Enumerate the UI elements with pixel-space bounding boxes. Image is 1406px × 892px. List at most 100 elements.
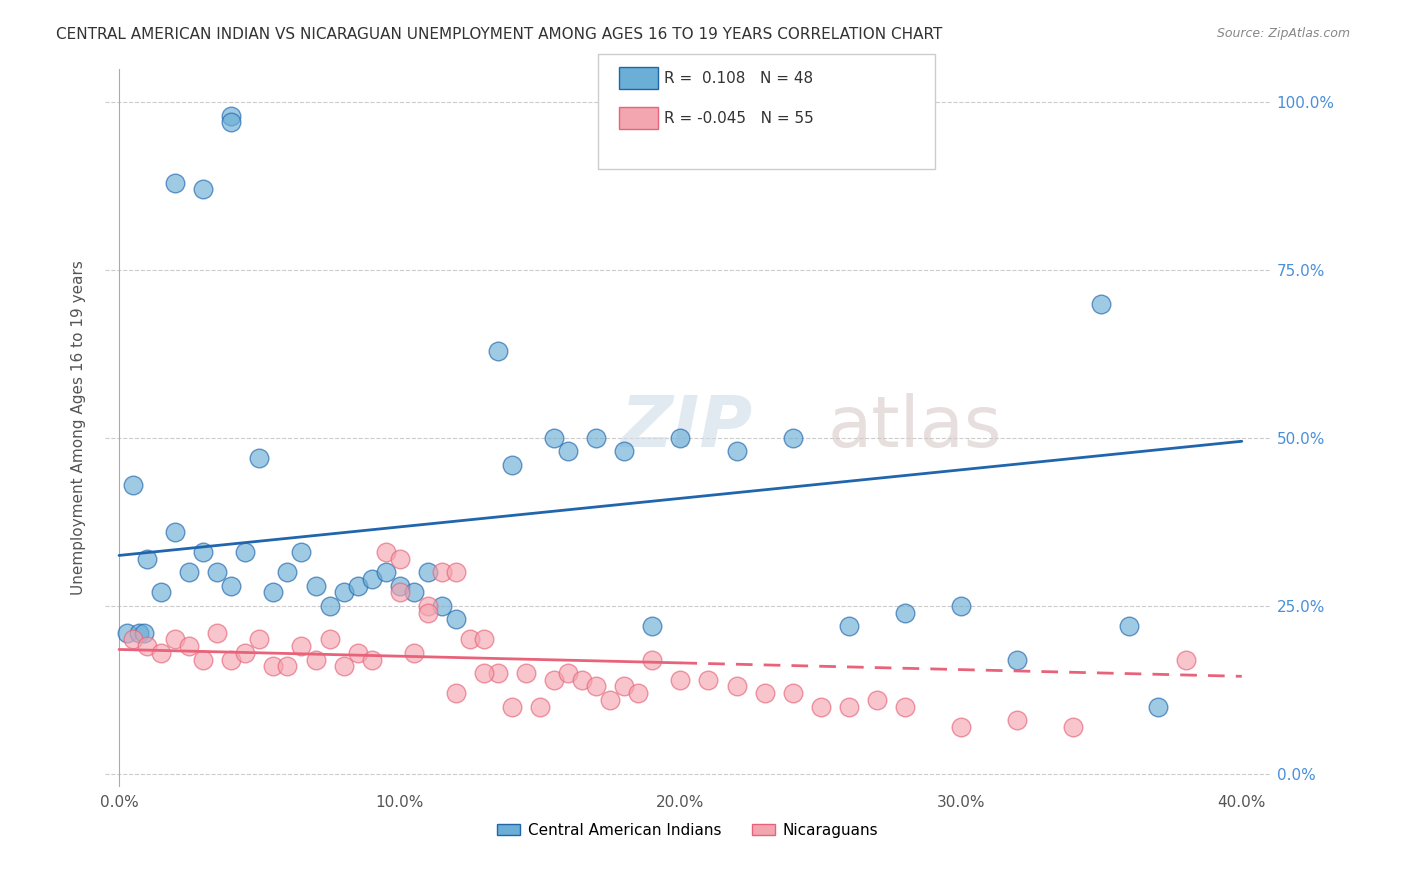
Point [571, 673, 593, 687]
Point [134, 625, 156, 640]
Point [402, 585, 425, 599]
Point [332, 659, 354, 673]
Point [669, 673, 692, 687]
Point [233, 545, 256, 559]
Point [388, 551, 411, 566]
Point [754, 686, 776, 700]
Point [472, 665, 495, 680]
Point [117, 625, 139, 640]
Point [950, 599, 973, 613]
Point [290, 545, 312, 559]
Point [599, 693, 621, 707]
Point [458, 632, 481, 647]
Point [221, 652, 243, 666]
Point [416, 566, 439, 580]
Point [894, 606, 917, 620]
Point [529, 699, 551, 714]
Point [346, 579, 368, 593]
Point [360, 652, 382, 666]
Point [136, 639, 159, 653]
Point [179, 639, 201, 653]
Point [641, 652, 664, 666]
Point [122, 632, 145, 647]
Point [543, 431, 565, 445]
Point [165, 176, 187, 190]
Point [207, 625, 229, 640]
Y-axis label: Unemployment Among Ages 16 to 19 years: Unemployment Among Ages 16 to 19 years [72, 260, 86, 595]
Point [179, 566, 201, 580]
Point [1146, 699, 1168, 714]
Point [430, 566, 453, 580]
Point [810, 699, 832, 714]
Point [374, 545, 396, 559]
Point [444, 686, 467, 700]
Point [193, 182, 215, 196]
Point [122, 478, 145, 492]
Point [318, 599, 340, 613]
Point [221, 109, 243, 123]
Point [725, 680, 748, 694]
Point [866, 693, 889, 707]
Text: atlas: atlas [827, 393, 1001, 462]
Point [1118, 619, 1140, 633]
Point [444, 566, 467, 580]
Point [585, 680, 607, 694]
Point [304, 579, 326, 593]
Legend: Central American Indians, Nicaraguans: Central American Indians, Nicaraguans [491, 817, 884, 844]
Point [318, 632, 340, 647]
Point [669, 431, 692, 445]
Point [613, 680, 636, 694]
Point [276, 566, 298, 580]
Point [613, 444, 636, 458]
Point [416, 599, 439, 613]
Point [585, 431, 607, 445]
Point [472, 632, 495, 647]
Point [1005, 713, 1028, 727]
Point [515, 665, 537, 680]
Text: ZIP: ZIP [621, 393, 754, 462]
Point [262, 659, 284, 673]
Point [486, 343, 509, 358]
Point [221, 579, 243, 593]
Point [486, 665, 509, 680]
Point [416, 606, 439, 620]
Point [402, 646, 425, 660]
Point [193, 652, 215, 666]
Point [501, 458, 523, 472]
Point [276, 659, 298, 673]
Point [1174, 652, 1197, 666]
Point [1062, 720, 1084, 734]
Point [290, 639, 312, 653]
Point [374, 566, 396, 580]
Text: Source: ZipAtlas.com: Source: ZipAtlas.com [1216, 27, 1350, 40]
Point [1090, 296, 1112, 310]
Point [332, 585, 354, 599]
Point [950, 720, 973, 734]
Point [782, 431, 804, 445]
Text: R =  0.108   N = 48: R = 0.108 N = 48 [664, 71, 813, 86]
Point [346, 646, 368, 660]
Point [136, 551, 159, 566]
Point [165, 632, 187, 647]
Point [501, 699, 523, 714]
Point [304, 652, 326, 666]
Point [627, 686, 650, 700]
Point [641, 619, 664, 633]
Point [388, 585, 411, 599]
Point [444, 612, 467, 626]
Point [430, 599, 453, 613]
Point [247, 632, 270, 647]
Point [165, 524, 187, 539]
Point [838, 619, 860, 633]
Point [557, 665, 579, 680]
Text: R = -0.045   N = 55: R = -0.045 N = 55 [664, 112, 814, 126]
Point [388, 579, 411, 593]
Point [150, 585, 173, 599]
Point [782, 686, 804, 700]
Point [262, 585, 284, 599]
Point [221, 115, 243, 129]
Point [838, 699, 860, 714]
Point [247, 451, 270, 466]
Point [894, 699, 917, 714]
Point [557, 444, 579, 458]
